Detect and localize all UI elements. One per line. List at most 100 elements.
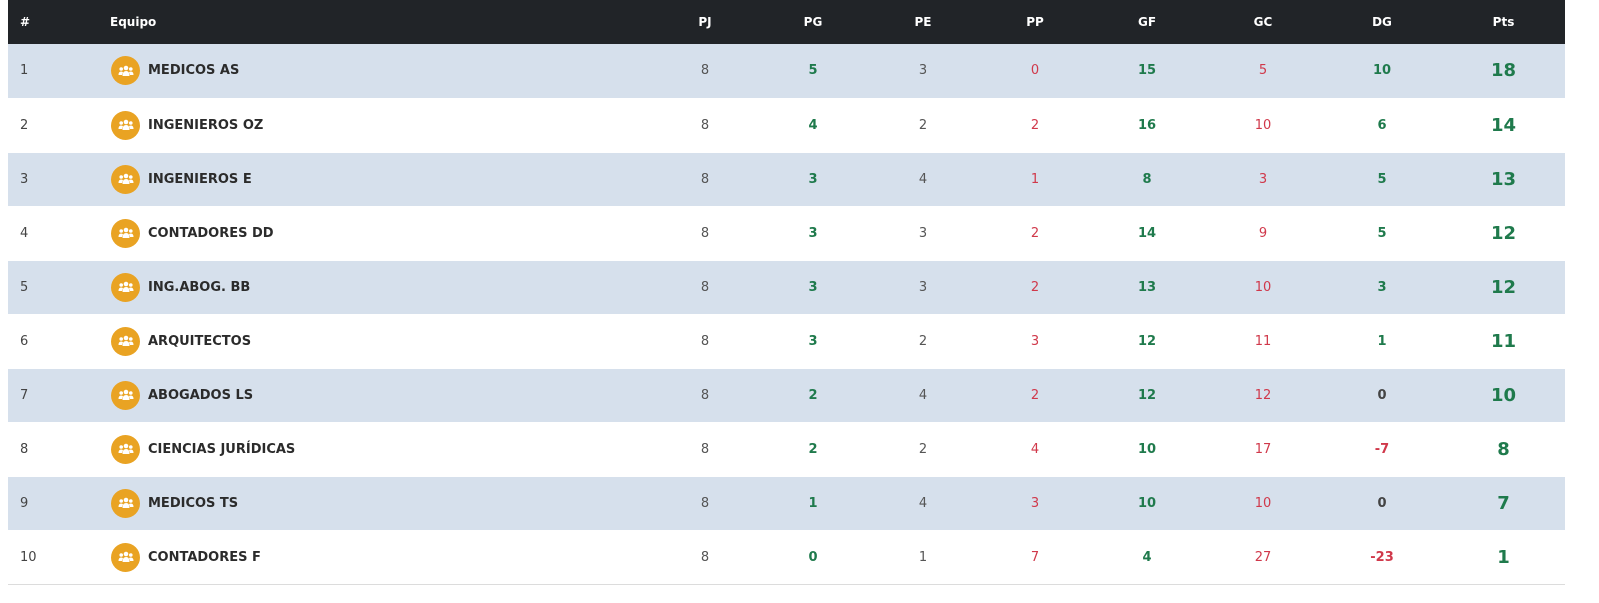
col-pp[interactable]: PP [1026, 15, 1044, 29]
team-cell[interactable]: INGENIEROS E [110, 152, 650, 206]
col-pj[interactable]: PJ [698, 15, 712, 29]
team-cell[interactable]: ABOGADOS LS [110, 368, 650, 422]
table-row[interactable]: 5 ING.ABOG. BB 8 3 3 2 13 10 3 12 [8, 260, 1565, 314]
table-row[interactable]: 1 MEDICOS AS 8 5 3 0 15 5 10 18 [8, 44, 1565, 98]
played: 8 [700, 279, 710, 295]
drawn: 2 [918, 117, 928, 133]
goals-for: 12 [1137, 333, 1157, 349]
points: 18 [1490, 60, 1517, 82]
goal-difference: 3 [1377, 279, 1387, 295]
goals-for: 13 [1137, 279, 1157, 295]
col-pg[interactable]: PG [803, 15, 823, 29]
goals-for: 16 [1137, 117, 1157, 133]
table-row[interactable]: 2 INGENIEROS OZ 8 4 2 2 16 10 6 14 [8, 98, 1565, 152]
played: 8 [700, 549, 710, 565]
points: 10 [1490, 384, 1517, 406]
header-row: # Equipo PJ PG PE PP GF GC DG Pts [8, 0, 1565, 44]
goal-difference: -23 [1370, 549, 1394, 565]
goals-against: 17 [1254, 441, 1272, 457]
goals-for: 4 [1142, 549, 1152, 565]
goals-for: 10 [1137, 495, 1157, 511]
won: 3 [808, 279, 818, 295]
drawn: 1 [918, 549, 928, 565]
played: 8 [700, 495, 710, 511]
drawn: 4 [918, 387, 928, 403]
won: 2 [808, 387, 818, 403]
position: 3 [20, 171, 29, 187]
lost: 2 [1030, 387, 1040, 403]
goals-against: 3 [1258, 171, 1268, 187]
points: 8 [1497, 438, 1510, 460]
goals-for: 8 [1142, 171, 1152, 187]
table-row[interactable]: 4 CONTADORES DD 8 3 3 2 14 9 5 12 [8, 206, 1565, 260]
position: 9 [20, 495, 29, 511]
position: 7 [20, 387, 29, 403]
team-cell[interactable]: MEDICOS AS [110, 44, 650, 98]
col-gc[interactable]: GC [1253, 15, 1273, 29]
team-group-icon [111, 488, 140, 518]
goals-against: 10 [1254, 495, 1272, 511]
goal-difference: 5 [1377, 225, 1387, 241]
drawn: 4 [918, 171, 928, 187]
lost: 0 [1030, 63, 1040, 79]
col-pe[interactable]: PE [914, 15, 932, 29]
team-name[interactable]: INGENIEROS E [148, 171, 252, 187]
team-cell[interactable]: INGENIEROS OZ [110, 98, 650, 152]
table-row[interactable]: 8 CIENCIAS JURÍDICAS 8 2 2 4 10 17 -7 8 [8, 422, 1565, 476]
col-gf[interactable]: GF [1137, 15, 1157, 29]
played: 8 [700, 333, 710, 349]
lost: 2 [1030, 225, 1040, 241]
team-name[interactable]: CONTADORES DD [148, 225, 274, 241]
team-cell[interactable]: CIENCIAS JURÍDICAS [110, 422, 650, 476]
team-group-icon [111, 164, 140, 194]
lost: 2 [1030, 279, 1040, 295]
team-cell[interactable]: MEDICOS TS [110, 476, 650, 530]
team-group-icon [111, 434, 140, 464]
drawn: 2 [918, 333, 928, 349]
position: 6 [20, 333, 29, 349]
team-cell[interactable]: CONTADORES F [110, 530, 650, 584]
lost: 7 [1030, 549, 1040, 565]
won: 3 [808, 171, 818, 187]
position: 1 [20, 63, 29, 79]
table-row[interactable]: 7 ABOGADOS LS 8 2 4 2 12 12 0 10 [8, 368, 1565, 422]
points: 7 [1497, 492, 1510, 514]
points: 13 [1490, 168, 1517, 190]
played: 8 [700, 171, 710, 187]
team-cell[interactable]: CONTADORES DD [110, 206, 650, 260]
won: 4 [808, 117, 818, 133]
team-name[interactable]: MEDICOS AS [148, 63, 240, 79]
team-name[interactable]: ING.ABOG. BB [148, 279, 251, 295]
team-name[interactable]: ABOGADOS LS [148, 387, 254, 403]
team-name[interactable]: CONTADORES F [148, 549, 261, 565]
drawn: 3 [918, 63, 928, 79]
team-name[interactable]: MEDICOS TS [148, 495, 239, 511]
table-row[interactable]: 6 ARQUITECTOS 8 3 2 3 12 11 1 11 [8, 314, 1565, 368]
table-row[interactable]: 3 INGENIEROS E 8 3 4 1 8 3 5 13 [8, 152, 1565, 206]
team-group-icon [111, 542, 140, 572]
team-group-icon [111, 110, 140, 140]
team-name[interactable]: INGENIEROS OZ [148, 117, 264, 133]
team-group-icon [111, 380, 140, 410]
won: 0 [808, 549, 818, 565]
lost: 3 [1030, 495, 1040, 511]
team-cell[interactable]: ARQUITECTOS [110, 314, 650, 368]
goals-against: 10 [1254, 117, 1272, 133]
lost: 2 [1030, 117, 1040, 133]
col-pts[interactable]: Pts [1492, 15, 1515, 29]
won: 1 [808, 495, 818, 511]
table-row[interactable]: 9 MEDICOS TS 8 1 4 3 10 10 0 7 [8, 476, 1565, 530]
col-dg[interactable]: DG [1372, 15, 1392, 29]
goal-difference: 6 [1377, 117, 1387, 133]
team-cell[interactable]: ING.ABOG. BB [110, 260, 650, 314]
team-name[interactable]: ARQUITECTOS [148, 333, 252, 349]
position: 8 [20, 441, 29, 457]
standings-table: # Equipo PJ PG PE PP GF GC DG Pts 1 MEDIC… [8, 0, 1565, 585]
drawn: 4 [918, 495, 928, 511]
team-name[interactable]: CIENCIAS JURÍDICAS [148, 441, 296, 457]
won: 5 [808, 63, 818, 79]
points: 12 [1490, 276, 1517, 298]
table-row[interactable]: 10 CONTADORES F 8 0 1 7 4 27 -23 1 [8, 530, 1565, 584]
col-position[interactable]: # [20, 15, 31, 29]
col-team[interactable]: Equipo [110, 15, 157, 29]
